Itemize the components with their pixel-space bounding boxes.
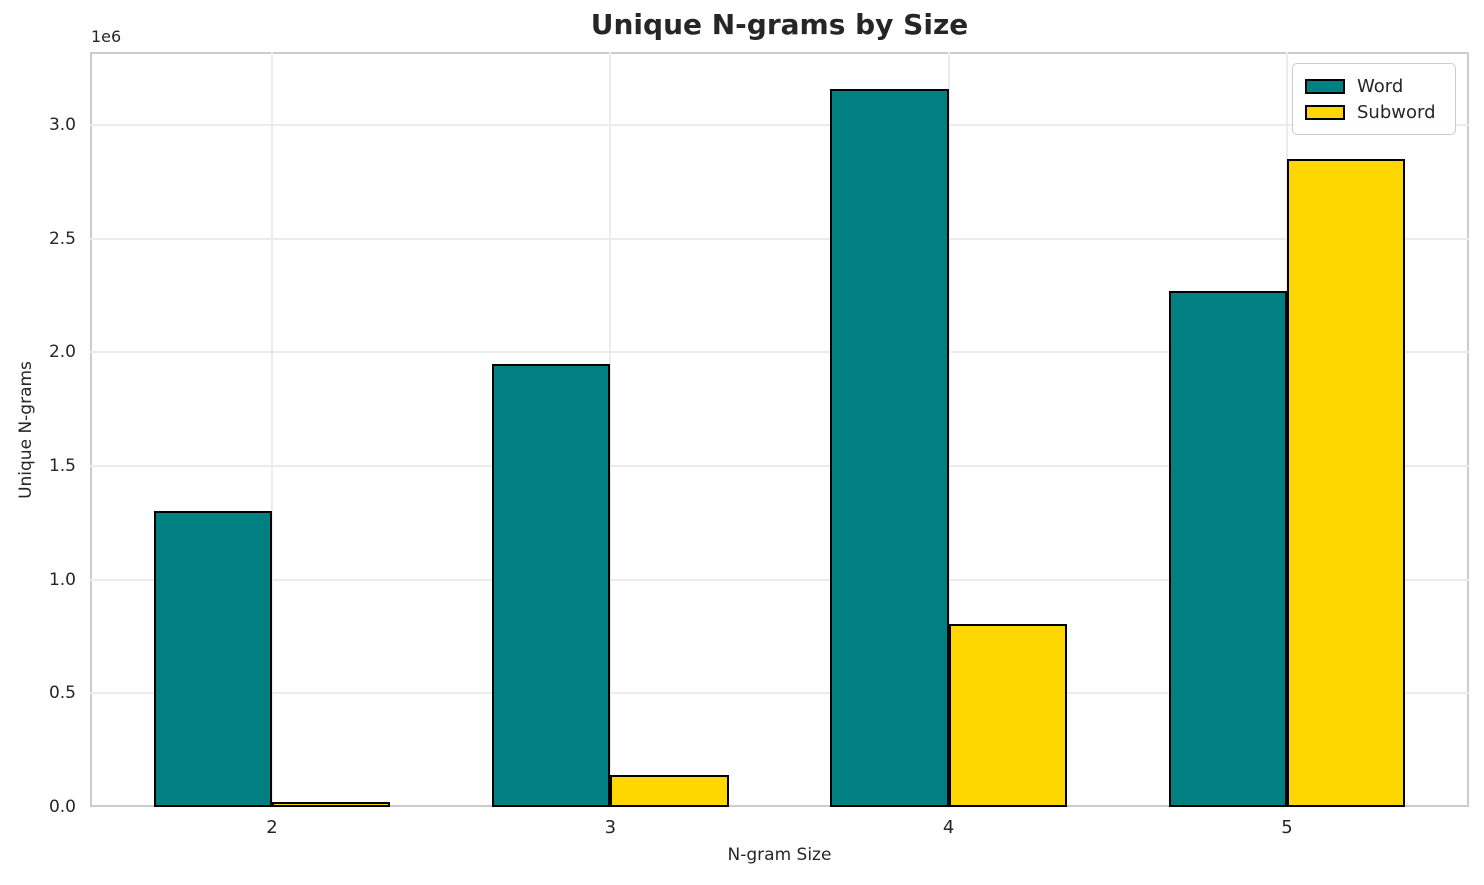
y-tick-label: 1.5 bbox=[48, 455, 76, 476]
bar-subword-2 bbox=[272, 802, 391, 807]
legend-item-subword: Subword bbox=[1305, 99, 1443, 125]
chart-title: Unique N-grams by Size bbox=[590, 8, 969, 41]
y-axis-label: Unique N-grams bbox=[16, 361, 36, 499]
bar-subword-3 bbox=[610, 775, 729, 807]
x-tick-label: 4 bbox=[942, 817, 955, 838]
y-tick-label: 2.0 bbox=[48, 342, 76, 363]
bar-word-5 bbox=[1168, 290, 1287, 807]
legend-label: Word bbox=[1357, 75, 1404, 97]
legend-swatch-icon bbox=[1305, 78, 1345, 94]
y-tick-label: 3.0 bbox=[48, 114, 76, 135]
gridline-horizontal bbox=[90, 351, 1469, 354]
legend-item-word: Word bbox=[1305, 73, 1443, 99]
gridline-vertical bbox=[947, 52, 950, 807]
bar-subword-4 bbox=[948, 623, 1068, 807]
bar-word-2 bbox=[153, 511, 272, 807]
gridline-vertical bbox=[609, 52, 612, 807]
y-tick-label: 0.5 bbox=[48, 683, 76, 704]
gridline-horizontal bbox=[90, 123, 1469, 126]
y-axis-offset-label: 1e6 bbox=[91, 27, 122, 46]
x-tick-label: 5 bbox=[1281, 817, 1293, 838]
y-tick-label: 2.5 bbox=[48, 228, 76, 249]
gridline-horizontal bbox=[90, 692, 1469, 695]
gridline-vertical bbox=[271, 52, 273, 807]
legend-swatch-icon bbox=[1305, 104, 1345, 120]
x-tick-label: 3 bbox=[604, 817, 617, 838]
bar-word-3 bbox=[491, 363, 611, 807]
y-tick-label: 1.0 bbox=[48, 569, 76, 590]
bar-word-4 bbox=[830, 88, 949, 807]
x-tick-label: 2 bbox=[266, 817, 278, 838]
legend: Word Subword bbox=[1292, 63, 1456, 135]
x-axis-label: N-gram Size bbox=[727, 845, 832, 865]
gridline-horizontal bbox=[90, 464, 1469, 467]
legend-label: Subword bbox=[1357, 101, 1436, 123]
bar-subword-5 bbox=[1287, 159, 1406, 807]
gridline-horizontal bbox=[90, 578, 1469, 581]
y-tick-label: 0.0 bbox=[48, 797, 76, 817]
gridline-horizontal bbox=[90, 237, 1469, 240]
